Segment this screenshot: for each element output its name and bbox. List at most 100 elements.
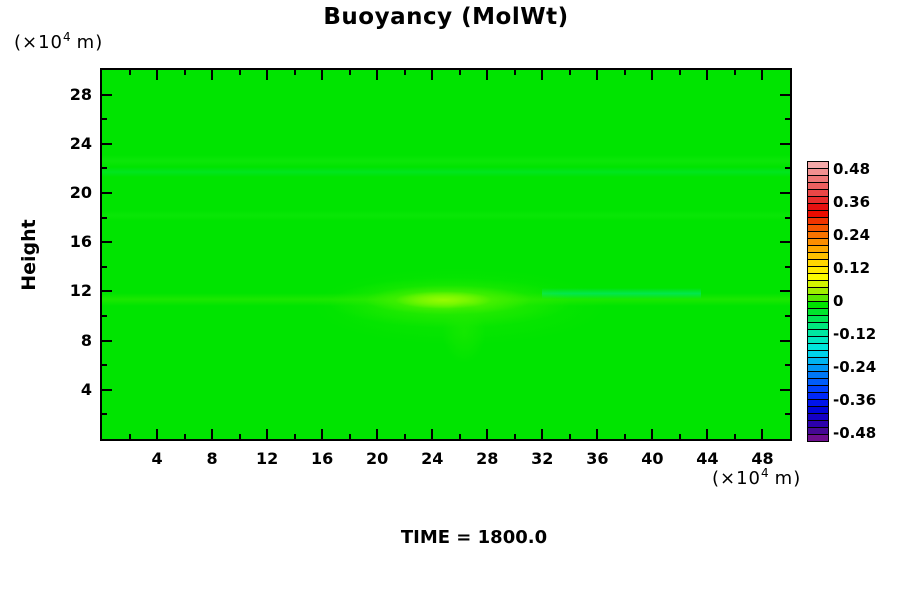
colorbar-cell xyxy=(808,232,828,239)
x-top-tick xyxy=(348,70,351,75)
field-feature-descending-wisp xyxy=(441,300,486,364)
y-tick-label: 8 xyxy=(80,330,92,350)
plot-canvas xyxy=(100,68,792,441)
x-top-tick xyxy=(733,70,736,75)
colorbar-cell xyxy=(808,323,828,330)
colorbar-cell xyxy=(808,246,828,253)
x-tick-label: 28 xyxy=(476,449,499,468)
field-feature-lens-mid xyxy=(363,285,535,315)
y-right-tick xyxy=(785,265,790,268)
x-units-exponent: 4 xyxy=(761,466,769,480)
colorbar-cell xyxy=(808,218,828,225)
colorbar-cell xyxy=(808,267,828,274)
field-feature-stratified-streak-2 xyxy=(102,167,790,177)
x-tick-label: 20 xyxy=(366,449,389,468)
x-tick-label: 24 xyxy=(421,449,444,468)
field-feature-stratified-streak-1 xyxy=(102,154,790,168)
x-top-tick xyxy=(293,70,296,75)
colorbar-cell xyxy=(808,337,828,344)
x-axis-units-label: (×104 m) xyxy=(712,466,801,489)
x-top-tick xyxy=(458,70,461,75)
colorbar-cell xyxy=(808,351,828,358)
colorbar-tick-label: -0.24 xyxy=(833,358,877,376)
x-bottom-tick xyxy=(376,429,379,439)
colorbar-cell xyxy=(808,407,828,414)
x-tick-label: 48 xyxy=(751,449,774,468)
x-tick-label: 4 xyxy=(151,449,163,468)
x-top-tick xyxy=(266,70,269,80)
x-bottom-tick xyxy=(183,434,186,439)
field-feature-lens-halo xyxy=(308,266,612,346)
colorbar-cell xyxy=(808,197,828,204)
colorbar-cell xyxy=(808,330,828,337)
x-tick-label: 12 xyxy=(255,449,279,468)
colorbar-tick-label: -0.48 xyxy=(833,424,877,442)
x-bottom-tick xyxy=(156,429,159,439)
colorbar-tick-label: 0.12 xyxy=(833,259,871,277)
x-bottom-tick xyxy=(761,429,764,439)
colorbar-cell xyxy=(808,295,828,302)
colorbar-cell xyxy=(808,204,828,211)
colorbar-cell xyxy=(808,309,828,316)
x-top-tick xyxy=(623,70,626,75)
y-units-prefix: (×10 xyxy=(14,32,64,53)
y-right-tick xyxy=(785,216,790,219)
y-tick-label: 24 xyxy=(69,133,92,153)
y-right-tick xyxy=(780,290,790,293)
x-top-tick xyxy=(761,70,764,80)
x-bottom-tick xyxy=(128,434,131,439)
y-left-tick xyxy=(102,118,107,121)
colorbar-cell xyxy=(808,428,828,435)
colorbar-cell xyxy=(808,288,828,295)
y-left-tick xyxy=(102,93,112,96)
y-tick-label: 16 xyxy=(69,232,92,252)
y-right-tick xyxy=(780,388,790,391)
x-top-tick xyxy=(321,70,324,80)
colorbar-cell xyxy=(808,372,828,379)
colorbar-tick-label: 0.48 xyxy=(833,160,871,178)
x-tick-label: 32 xyxy=(531,449,554,468)
y-left-tick xyxy=(102,241,112,244)
colorbar-tick-label: -0.12 xyxy=(833,325,877,343)
y-left-tick xyxy=(102,142,112,145)
y-right-tick xyxy=(780,339,790,342)
x-top-tick xyxy=(651,70,654,80)
x-units-prefix: (×10 xyxy=(712,468,762,489)
field-feature-lens-core xyxy=(393,290,493,310)
x-top-tick xyxy=(183,70,186,75)
x-top-tick xyxy=(596,70,599,80)
x-top-tick xyxy=(486,70,489,80)
colorbar-cell xyxy=(808,183,828,190)
x-bottom-tick xyxy=(293,434,296,439)
colorbar-cell xyxy=(808,393,828,400)
y-left-tick xyxy=(102,167,107,170)
colorbar-cell xyxy=(808,302,828,309)
colorbar-cell xyxy=(808,379,828,386)
colorbar-cell xyxy=(808,414,828,421)
y-left-tick xyxy=(102,290,112,293)
colorbar-cell xyxy=(808,365,828,372)
y-tick-label: 28 xyxy=(69,84,92,104)
colorbar-cell xyxy=(808,211,828,218)
y-right-tick xyxy=(780,142,790,145)
x-bottom-tick xyxy=(348,434,351,439)
time-annotation: TIME = 1800.0 xyxy=(400,527,548,548)
colorbar-cell xyxy=(808,162,828,169)
colorbar-cell xyxy=(808,274,828,281)
x-bottom-tick xyxy=(541,429,544,439)
colorbar-cell xyxy=(808,435,828,441)
colorbar xyxy=(807,161,829,442)
x-top-tick xyxy=(156,70,159,80)
y-axis-units-label: (×104 m) xyxy=(14,30,103,53)
y-axis-title-wrap: Height xyxy=(16,68,42,441)
x-bottom-tick xyxy=(651,429,654,439)
field-feature-lens-outer xyxy=(326,276,574,329)
x-bottom-tick xyxy=(733,434,736,439)
x-tick-label: 44 xyxy=(696,449,719,468)
colorbar-cell xyxy=(808,260,828,267)
colorbar-tick-label: 0.36 xyxy=(833,193,871,211)
x-bottom-tick xyxy=(458,434,461,439)
x-bottom-tick xyxy=(486,429,489,439)
colorbar-tick-label: 0.24 xyxy=(833,226,871,244)
